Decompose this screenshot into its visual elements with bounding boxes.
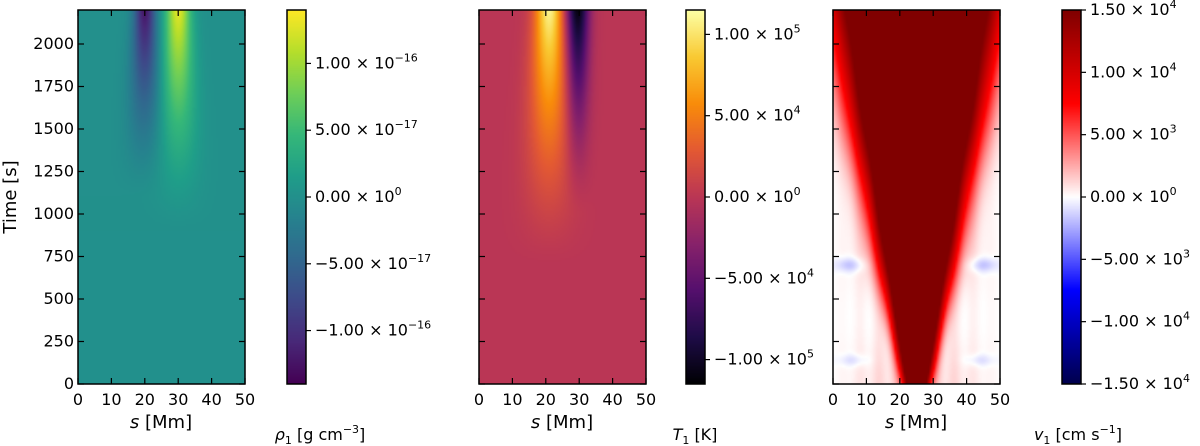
x-tick-label: 0	[474, 390, 484, 409]
x-tick-label: 30	[569, 390, 589, 409]
x-tick-label: 10	[856, 390, 876, 409]
x-tick-label: 50	[636, 390, 656, 409]
y-tick-label: 500	[43, 289, 74, 308]
colorbar-tick-label: 0.00 × 100	[714, 185, 801, 206]
panel-density: 0 10 20 30 40 50 0 250 500 750 1000 1250 1500 1750 20…	[0, 9, 255, 433]
density-heatmap	[78, 10, 245, 384]
colorbar-density: 1.00 × 10−16 5.00 × 10−17 0.00 × 100 −5.00 …	[275, 9, 431, 446]
colorbar-tick-label: −5.00 × 103	[1090, 247, 1190, 268]
velocity-y-ticks	[833, 43, 1000, 385]
y-tick-label: 1000	[33, 204, 74, 223]
temperature-x-ticks: 0 10 20 30 40 50	[474, 10, 656, 409]
panel-temperature: 0 10 20 30 40 50 s [Mm]	[474, 9, 656, 433]
velocity-colorbar-ticks: 1.50 × 104 1.00 × 104 5.00 × 103 0.00 × 100…	[1081, 0, 1190, 393]
y-tick-label: 250	[43, 332, 74, 351]
density-x-axis-label: s [Mm]	[130, 412, 192, 433]
colorbar-tick-label: −1.00 × 10−16	[315, 319, 431, 340]
colorbar-tick-label: 1.00 × 10−16	[315, 51, 418, 72]
density-colorbar-ticks: 1.00 × 10−16 5.00 × 10−17 0.00 × 100 −5.00 …	[306, 51, 431, 340]
density-colorbar-label: ρ1 [g cm−3]	[275, 423, 366, 446]
density-y-ticks: 0 250 500 750 1000 1250 1500 1750 2000	[33, 34, 245, 393]
colorbar-temperature: 1.00 × 105 5.00 × 104 0.00 × 100 −5.00 × 10…	[673, 9, 814, 446]
velocity-colorbar-gradient	[1062, 10, 1081, 384]
y-tick-label: 1500	[33, 119, 74, 138]
y-tick-label: 1250	[33, 162, 74, 181]
temperature-colorbar-ticks: 1.00 × 105 5.00 × 104 0.00 × 100 −5.00 × 10…	[705, 22, 814, 369]
colorbar-tick-label: −5.00 × 104	[714, 266, 814, 287]
y-tick-label: 1750	[33, 77, 74, 96]
temperature-colorbar-label: T1 [K]	[673, 425, 718, 446]
x-tick-label: 40	[602, 390, 622, 409]
colorbar-velocity: 1.50 × 104 1.00 × 104 5.00 × 103 0.00 × 100…	[1034, 0, 1190, 446]
x-tick-label: 10	[502, 390, 522, 409]
velocity-plot-frame	[832, 9, 1001, 385]
colorbar-tick-label: 0.00 × 100	[315, 185, 402, 206]
colorbar-tick-label: −1.00 × 105	[714, 348, 814, 369]
velocity-x-axis-label: s [Mm]	[885, 412, 947, 433]
x-tick-label: 10	[101, 390, 121, 409]
colorbar-tick-label: 1.50 × 104	[1090, 0, 1177, 19]
x-tick-label: 30	[168, 390, 188, 409]
x-tick-label: 50	[990, 390, 1010, 409]
colorbar-tick-label: 5.00 × 103	[1090, 123, 1177, 144]
colorbar-tick-label: 0.00 × 100	[1090, 185, 1177, 206]
x-tick-label: 30	[923, 390, 943, 409]
temperature-heatmap	[479, 10, 646, 384]
colorbar-tick-label: −1.50 × 104	[1090, 372, 1190, 393]
temperature-plot-frame	[478, 9, 647, 385]
velocity-heatmap	[833, 10, 1000, 384]
colorbar-tick-label: 1.00 × 105	[714, 22, 801, 43]
x-tick-label: 40	[956, 390, 976, 409]
colorbar-tick-label: −1.00 × 104	[1090, 310, 1190, 331]
velocity-x-ticks: 0 10 20 30 40 50	[828, 10, 1010, 409]
y-axis-label: Time [s]	[0, 160, 21, 234]
density-colorbar-gradient	[287, 10, 306, 384]
velocity-colorbar-label: v1 [cm s−1]	[1034, 423, 1122, 446]
x-tick-label: 40	[201, 390, 221, 409]
x-tick-label: 20	[135, 390, 155, 409]
colorbar-tick-label: 1.00 × 104	[1090, 60, 1177, 81]
x-tick-label: 20	[536, 390, 556, 409]
colorbar-tick-label: 5.00 × 104	[714, 104, 801, 125]
colorbar-tick-label: −5.00 × 10−17	[315, 252, 431, 273]
x-tick-label: 20	[890, 390, 910, 409]
temperature-y-ticks	[479, 43, 646, 385]
x-tick-label: 50	[235, 390, 255, 409]
temperature-x-axis-label: s [Mm]	[531, 412, 593, 433]
density-x-ticks: 0 10 20 30 40 50	[73, 10, 255, 409]
x-tick-label: 0	[828, 390, 838, 409]
y-tick-label: 2000	[33, 34, 74, 53]
panel-velocity: 0 10 20 30 40 50 s [Mm]	[828, 9, 1010, 433]
temperature-colorbar-gradient	[686, 10, 705, 384]
density-plot-frame	[77, 9, 246, 385]
colorbar-tick-label: 5.00 × 10−17	[315, 118, 418, 139]
y-tick-label: 0	[64, 374, 74, 393]
y-tick-label: 750	[43, 247, 74, 266]
x-tick-label: 0	[73, 390, 83, 409]
